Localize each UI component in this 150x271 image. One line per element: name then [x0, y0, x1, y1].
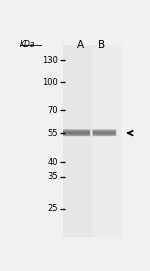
Text: 70: 70: [47, 106, 58, 115]
Text: KDa: KDa: [20, 40, 35, 49]
Text: 40: 40: [47, 158, 58, 167]
Text: 100: 100: [42, 78, 58, 87]
Text: 25: 25: [47, 204, 58, 213]
Text: 55: 55: [47, 129, 58, 138]
Text: B: B: [98, 40, 105, 50]
Text: 130: 130: [42, 56, 58, 64]
Text: 35: 35: [47, 172, 58, 181]
Text: A: A: [77, 40, 84, 50]
